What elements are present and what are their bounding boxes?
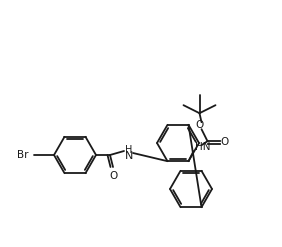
Text: N: N — [125, 151, 133, 161]
Text: O: O — [110, 171, 118, 181]
Text: HN: HN — [195, 142, 211, 152]
Text: O: O — [195, 120, 204, 130]
Text: O: O — [220, 137, 229, 147]
Text: Br: Br — [17, 150, 29, 160]
Text: H: H — [125, 145, 133, 155]
